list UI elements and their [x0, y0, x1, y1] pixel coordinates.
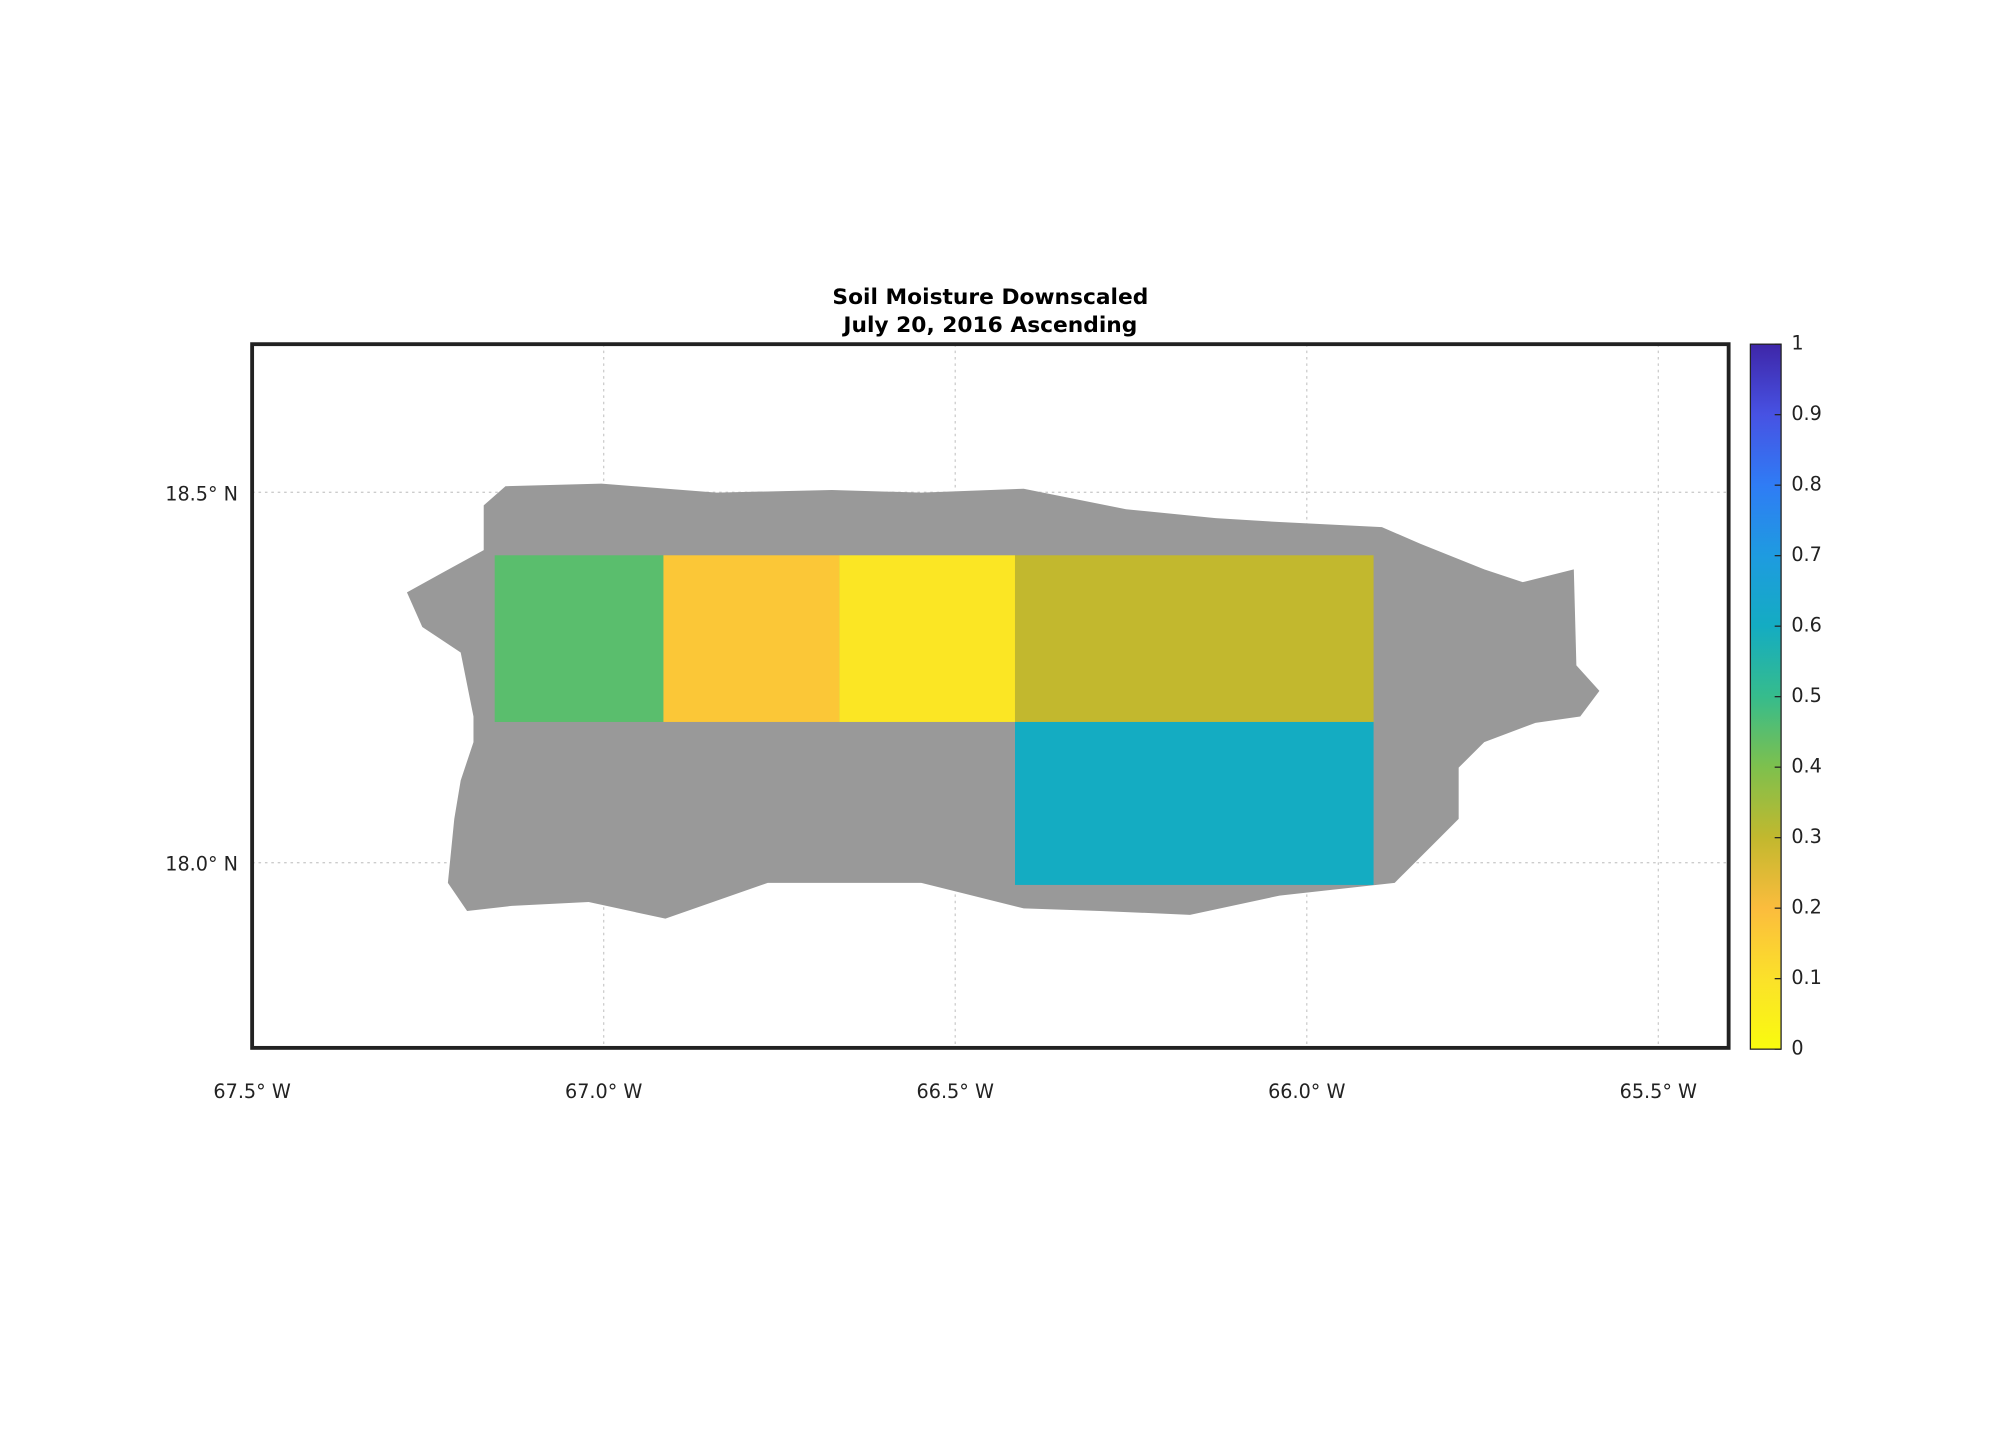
- x-tick-label: 66.0° W: [1268, 1080, 1345, 1103]
- colorbar-tick-label: 0.7: [1791, 543, 1822, 566]
- map-frame: [250, 342, 1731, 1050]
- map-title: Soil Moisture Downscaled: [832, 285, 1148, 310]
- soil-moisture-tile: [1014, 721, 1374, 885]
- soil-moisture-tile: [494, 555, 664, 722]
- colorbar-tick-label: 1: [1791, 332, 1803, 355]
- colorbar-tick-label: 0.8: [1791, 473, 1822, 496]
- x-tick-label: 67.5° W: [213, 1080, 290, 1103]
- map-subtitle: July 20, 2016 Ascending: [841, 313, 1137, 338]
- y-tick-label: 18.0° N: [165, 853, 238, 876]
- colorbar-tick-label: 0.4: [1791, 755, 1822, 778]
- colorbar-tick-label: 0.2: [1791, 896, 1822, 919]
- x-tick-label: 65.5° W: [1620, 1080, 1697, 1103]
- colorbar-tick-label: 0.6: [1791, 614, 1822, 637]
- colorbar-tick-label: 0: [1791, 1037, 1803, 1060]
- colorbar-tick-label: 0.3: [1791, 825, 1822, 848]
- colorbar-tick-label: 0.1: [1791, 966, 1822, 989]
- soil-moisture-tile: [1014, 555, 1374, 722]
- colorbar-tick-label: 0.9: [1791, 402, 1822, 425]
- colorbar-tick-label: 0.5: [1791, 684, 1822, 707]
- x-tick-label: 66.5° W: [917, 1080, 994, 1103]
- soil-moisture-tile: [663, 555, 840, 722]
- soil-moisture-tile: [839, 555, 1015, 722]
- y-tick-label: 18.5° N: [165, 482, 238, 505]
- x-tick-label: 67.0° W: [565, 1080, 642, 1103]
